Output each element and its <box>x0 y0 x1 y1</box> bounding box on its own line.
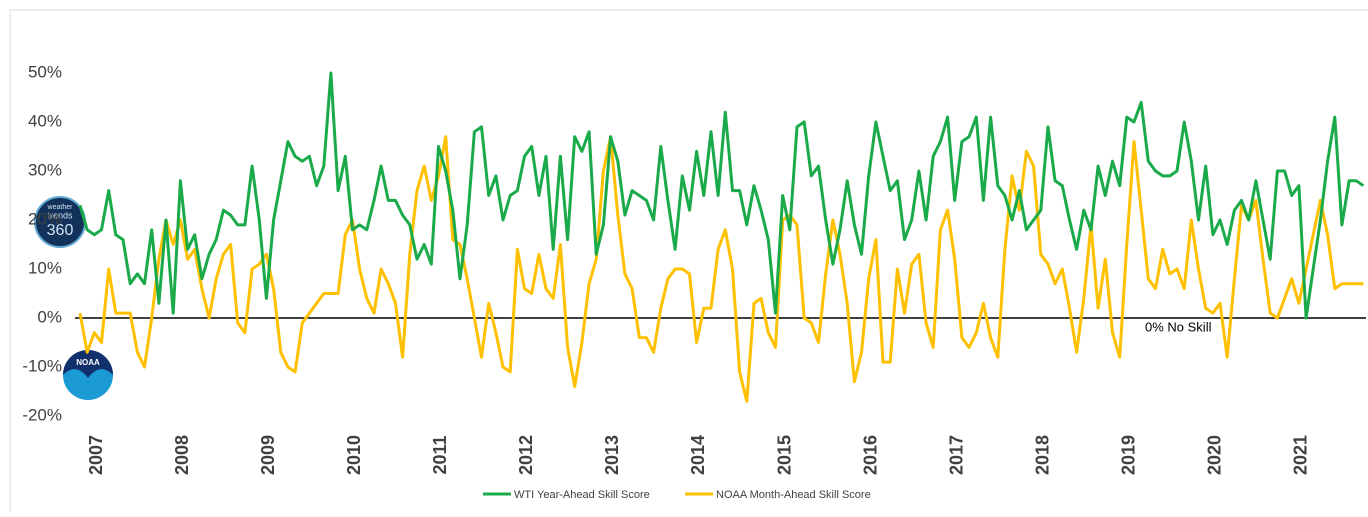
noaa-logo: NOAA <box>63 350 113 400</box>
logo-text: weather <box>47 204 74 211</box>
wti-logo: weather trends 360 <box>34 196 86 248</box>
x-tick-label: 2011 <box>430 435 450 474</box>
annotation: 0% No Skill <box>1145 319 1212 334</box>
legend-label: NOAA Month-Ahead Skill Score <box>716 489 871 501</box>
logo-text: 360 <box>47 222 74 239</box>
y-tick-label: -20% <box>22 405 62 424</box>
y-tick-label: -10% <box>22 356 62 375</box>
y-tick-label: 50% <box>28 62 62 81</box>
x-tick-label: 2017 <box>946 435 966 475</box>
x-tick-label: 2016 <box>860 435 880 475</box>
x-tick-label: 2009 <box>258 435 278 475</box>
x-tick-label: 2012 <box>516 435 536 475</box>
y-tick-label: 40% <box>28 111 62 130</box>
noaa-logo-top <box>63 350 113 378</box>
chart-frame <box>9 9 1368 517</box>
x-tick-label: 2015 <box>774 435 794 475</box>
series-line <box>78 71 1365 320</box>
x-tick-label: 2014 <box>688 435 708 475</box>
x-tick-label: 2010 <box>344 435 364 475</box>
series-line <box>78 135 1364 403</box>
x-tick-label: 2021 <box>1291 435 1311 475</box>
x-tick-label: 2020 <box>1204 435 1224 475</box>
x-tick-label: 2007 <box>86 435 106 475</box>
y-tick-label: 20% <box>28 209 62 228</box>
x-tick-label: 2013 <box>602 435 622 475</box>
x-tick-label: 2008 <box>172 435 192 475</box>
y-tick-label: 30% <box>28 160 62 179</box>
x-tick-label: 2018 <box>1032 435 1052 475</box>
y-tick-label: 0% <box>37 307 62 326</box>
x-tick-label: 2019 <box>1118 435 1138 475</box>
y-tick-label: 10% <box>28 258 62 277</box>
legend-label: WTI Year-Ahead Skill Score <box>514 489 650 501</box>
logo-text: trends <box>47 210 73 220</box>
logo-text: NOAA <box>76 358 100 367</box>
